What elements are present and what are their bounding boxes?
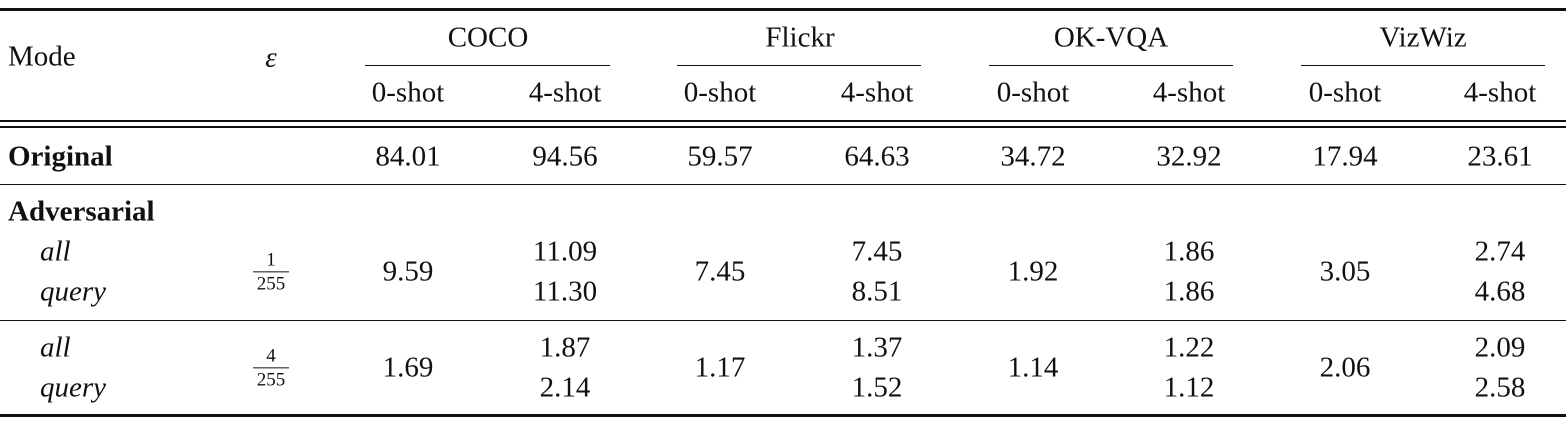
cell: 1.14 <box>1007 351 1059 384</box>
mode-label: all <box>40 331 71 364</box>
cell: 94.56 <box>532 140 598 173</box>
shot-header: 0-shot <box>371 76 445 109</box>
fraction-bar <box>253 271 289 273</box>
group-header: Flickr <box>765 21 835 54</box>
rule <box>0 320 1566 322</box>
rule <box>0 120 1566 122</box>
cell: 11.09 <box>532 235 598 268</box>
rule <box>0 184 1566 186</box>
cell: 2.74 <box>1474 235 1526 268</box>
cell: 3.05 <box>1319 255 1371 288</box>
cell: 1.17 <box>694 351 746 384</box>
cell: 1.69 <box>382 351 434 384</box>
mode-label: query <box>40 275 107 308</box>
cell: 59.57 <box>687 140 753 173</box>
shot-header: 0-shot <box>1308 76 1382 109</box>
group-header: COCO <box>447 21 529 54</box>
shot-header: 0-shot <box>996 76 1070 109</box>
shot-header: 0-shot <box>683 76 757 109</box>
cell: 7.45 <box>851 235 903 268</box>
cell: 2.09 <box>1474 331 1526 364</box>
mode-label: query <box>40 371 107 404</box>
cell: 2.06 <box>1319 351 1371 384</box>
rule <box>0 414 1566 417</box>
shot-header: 4-shot <box>1152 76 1226 109</box>
shot-header: 4-shot <box>1463 76 1537 109</box>
cell: 1.92 <box>1007 255 1059 288</box>
group-header: OK-VQA <box>1053 21 1169 54</box>
fraction-bar <box>253 367 289 369</box>
header-mode: Mode <box>8 40 76 73</box>
cell: 11.30 <box>532 275 598 308</box>
cell: 1.52 <box>851 371 903 404</box>
cell: 7.45 <box>694 255 746 288</box>
cell: 1.37 <box>851 331 903 364</box>
cell: 2.58 <box>1474 371 1526 404</box>
rule <box>0 126 1566 128</box>
cell: 17.94 <box>1312 140 1378 173</box>
row-label: Original <box>8 140 113 173</box>
denominator: 255 <box>256 273 286 295</box>
cell: 2.14 <box>539 371 591 404</box>
shot-header: 4-shot <box>840 76 914 109</box>
rule <box>0 8 1566 11</box>
numerator: 4 <box>266 345 276 367</box>
cell: 1.86 <box>1163 275 1215 308</box>
cell: 84.01 <box>375 140 441 173</box>
cell: 9.59 <box>382 255 434 288</box>
cell: 1.22 <box>1163 331 1215 364</box>
cell: 4.68 <box>1474 275 1526 308</box>
epsilon-fraction: 1 255 <box>253 249 289 295</box>
epsilon-fraction: 4 255 <box>253 345 289 391</box>
cell: 8.51 <box>851 275 903 308</box>
denominator: 255 <box>256 369 286 391</box>
header-epsilon: ε <box>265 41 277 74</box>
mode-label: all <box>40 235 71 268</box>
rule <box>677 65 921 67</box>
shot-header: 4-shot <box>528 76 602 109</box>
cell: 1.12 <box>1163 371 1215 404</box>
rule <box>1301 65 1545 67</box>
rule <box>989 65 1233 67</box>
cell: 32.92 <box>1156 140 1222 173</box>
cell: 64.63 <box>844 140 910 173</box>
row-label: Adversarial <box>8 195 155 228</box>
cell: 34.72 <box>1000 140 1066 173</box>
rule <box>365 65 610 67</box>
cell: 1.87 <box>539 331 591 364</box>
numerator: 1 <box>266 249 276 271</box>
cell: 23.61 <box>1467 140 1533 173</box>
cell: 1.86 <box>1163 235 1215 268</box>
group-header: VizWiz <box>1379 21 1467 54</box>
